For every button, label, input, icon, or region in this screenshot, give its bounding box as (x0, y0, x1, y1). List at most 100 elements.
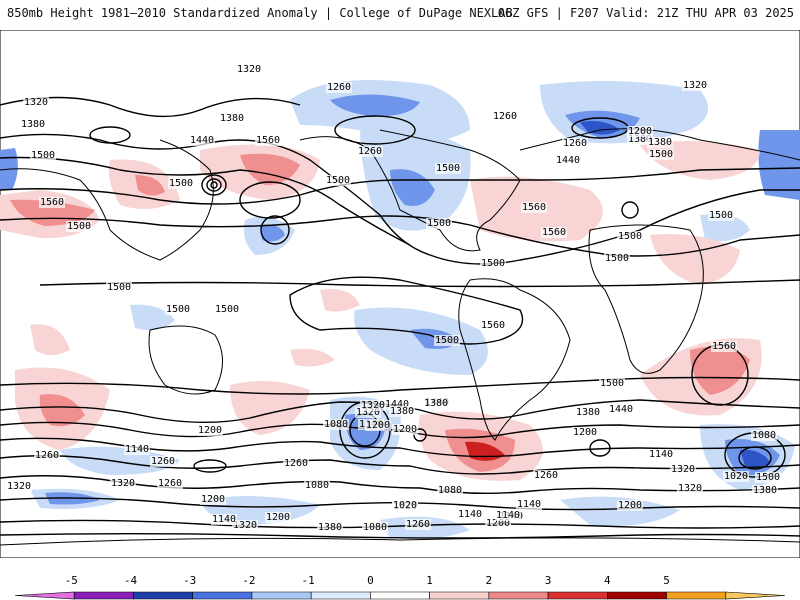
contour-line (89, 126, 131, 144)
colorbar-segment (488, 591, 549, 600)
contour-line (239, 181, 301, 219)
contour-label-bg (533, 470, 559, 481)
contour-label: 1500 (709, 210, 733, 221)
contour-label: 1320 (24, 97, 48, 108)
contour-label-bg (627, 126, 653, 137)
contour-label: 1560 (542, 227, 566, 238)
colorbar-segment (666, 591, 727, 600)
contour-label: 1200 (618, 500, 642, 511)
colorbar-segment (370, 591, 430, 600)
contour-label-bg (389, 406, 415, 417)
contour-label-bg (326, 82, 352, 93)
contour-line (260, 215, 290, 245)
contour-line (589, 439, 611, 457)
contour-label-bg (265, 512, 291, 523)
contour-label: 1560 (481, 320, 505, 331)
contour-label: 1500 (436, 163, 460, 174)
contour-label-bg (255, 135, 281, 146)
contour-label-bg (110, 478, 136, 489)
contour-label: 1200 (366, 420, 390, 431)
coastline-africa (588, 224, 704, 374)
contour-label-bg (755, 472, 781, 483)
contour-label: 1500 (166, 304, 190, 315)
colorbar-tick-label: -2 (242, 574, 255, 587)
contour-label: 1200 (486, 518, 510, 529)
colorbar-tick-label: -1 (302, 574, 315, 587)
contour-label-bg (751, 430, 777, 441)
colorbar-tick-label: -4 (124, 574, 138, 587)
contour-label-bg (325, 175, 351, 186)
contour-label: 1380 (628, 134, 652, 145)
colorbar-segment (192, 591, 253, 600)
contour-label: 1500 (169, 178, 193, 189)
contour-label-bg (323, 419, 349, 430)
contour-label: 1500 (215, 304, 239, 315)
contour-line (0, 167, 800, 205)
contour-label: 1380 (318, 522, 342, 533)
contour-label: 1200 (198, 425, 222, 436)
contour-label: 1260 (563, 138, 587, 149)
contour-label: 1080 (324, 419, 348, 430)
pos-anomaly-area (320, 289, 360, 312)
contour-label-bg (150, 456, 176, 467)
contour-label-bg (752, 485, 778, 496)
contour-label-bg (362, 522, 388, 533)
colorbar-segment (547, 591, 608, 600)
contour-label: 1260 (534, 470, 558, 481)
contour-label-bg (236, 64, 262, 75)
contour-label: 1560 (40, 197, 64, 208)
coastline-australia (148, 325, 223, 395)
contour-label-bg (219, 113, 245, 124)
contour-line (621, 201, 639, 219)
contour-label-bg (437, 485, 463, 496)
colorbar-segment (14, 591, 75, 600)
contour-label: 1500 (31, 150, 55, 161)
contour-label: 1200 (573, 427, 597, 438)
pos-anomaly-area (30, 324, 70, 355)
contour-label: 1260 (35, 450, 59, 461)
colorbar-segment (310, 591, 371, 600)
contour-label-bg (232, 520, 258, 531)
colorbar-tick-label: 0 (367, 574, 374, 587)
contour-label-bg (283, 458, 309, 469)
contour-label-bg (23, 97, 49, 108)
contour-label-bg (572, 427, 598, 438)
contour-label-bg (211, 514, 237, 525)
contour-label: 1260 (151, 456, 175, 467)
contour-label: 1380 (576, 407, 600, 418)
contour-label-bg (457, 509, 483, 520)
contour-label-bg (200, 494, 226, 505)
contour-label: 1320 (361, 400, 385, 411)
coastline-south-america (458, 278, 571, 441)
contour-label-bg (360, 400, 386, 411)
colorbar-tick-label: -5 (65, 574, 78, 587)
colorbar-segment (725, 591, 786, 600)
contour-line (738, 446, 772, 470)
contour-label-bg (617, 500, 643, 511)
contour-label-bg (66, 221, 92, 232)
contour-label: 1080 (438, 485, 462, 496)
contour-label: 1200 (628, 126, 652, 137)
contour-line (39, 279, 800, 288)
contour-label-bg (648, 449, 674, 460)
contour-label-bg (165, 304, 191, 315)
contour-label: 1320 (233, 520, 257, 531)
contour-label-bg (20, 119, 46, 130)
contour-line (201, 174, 227, 196)
anomaly-map: 1320 1260 1320 1380 1380 1440 1500 1560 1500 1500… (0, 30, 800, 558)
contour-label: 1260 (493, 111, 517, 122)
contour-label: 1380 (424, 398, 448, 409)
contour-label: 1380 (753, 485, 777, 496)
pos-anomaly-area (240, 153, 300, 185)
contour-label: 1440 (190, 135, 214, 146)
contour-label: 1140 (649, 449, 673, 460)
contour-label-bg (485, 518, 511, 529)
contour-label-bg (516, 499, 542, 510)
neg-anomaly-area (560, 496, 680, 526)
contour-label-bg (480, 320, 506, 331)
contour-label: 1140 (125, 444, 149, 455)
contour-label: 1440 (385, 399, 409, 410)
contour-line (0, 156, 411, 246)
colorbar-tick-label: -3 (183, 574, 196, 587)
contour-label-bg (608, 404, 634, 415)
